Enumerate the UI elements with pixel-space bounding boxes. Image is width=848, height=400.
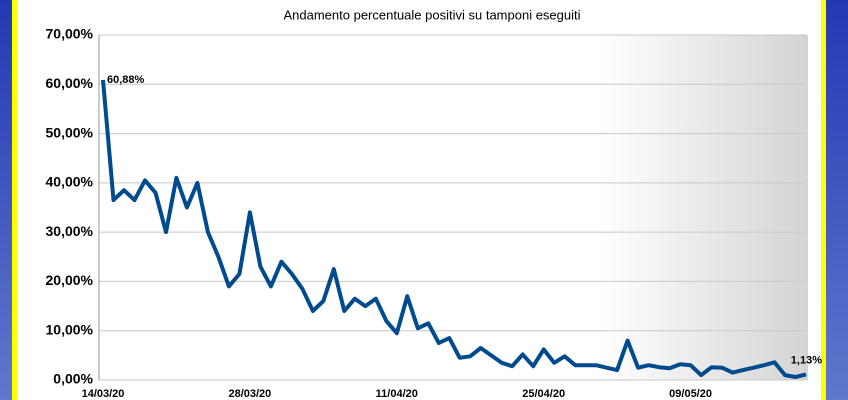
x-tick-label: 28/03/20	[228, 388, 271, 400]
x-tick-label: 14/03/20	[82, 388, 125, 400]
y-tick-label: 50,00%	[46, 124, 94, 140]
y-tick-label: 20,00%	[46, 272, 94, 288]
data-label: 1,13%	[791, 354, 822, 366]
y-tick-label: 0,00%	[53, 371, 93, 387]
x-tick-label: 11/04/20	[376, 388, 418, 400]
chart-title: Andamento percentuale positivi su tampon…	[283, 7, 580, 22]
y-tick-label: 30,00%	[46, 223, 94, 239]
x-tick-label: 25/04/20	[522, 388, 565, 400]
plot-shading	[600, 35, 808, 380]
data-line	[101, 79, 807, 379]
frame-strip	[821, 0, 826, 400]
y-tick-label: 10,00%	[46, 321, 94, 337]
data-label: 60,88%	[107, 74, 145, 86]
y-tick-label: 60,00%	[46, 75, 94, 91]
y-tick-label: 70,00%	[46, 26, 94, 42]
frame-strip	[12, 0, 17, 400]
y-tick-label: 40,00%	[46, 174, 94, 190]
x-tick-label: 09/05/20	[669, 388, 712, 400]
